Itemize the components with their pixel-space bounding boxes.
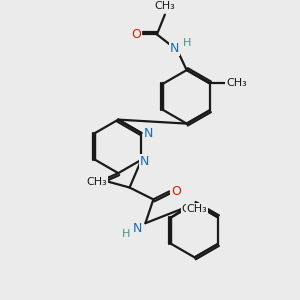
Text: N: N bbox=[170, 42, 179, 55]
Text: H: H bbox=[122, 229, 130, 239]
Text: CH₃: CH₃ bbox=[187, 204, 207, 214]
Text: O: O bbox=[131, 28, 141, 41]
Text: N: N bbox=[144, 127, 153, 140]
Text: CH₃: CH₃ bbox=[86, 177, 107, 187]
Text: O: O bbox=[171, 185, 181, 198]
Text: N: N bbox=[140, 155, 149, 168]
Text: O: O bbox=[88, 175, 98, 188]
Text: CH₃: CH₃ bbox=[226, 79, 247, 88]
Text: N: N bbox=[133, 222, 142, 235]
Text: CH₃: CH₃ bbox=[182, 204, 202, 214]
Text: CH₃: CH₃ bbox=[154, 1, 175, 11]
Text: H: H bbox=[182, 38, 191, 48]
